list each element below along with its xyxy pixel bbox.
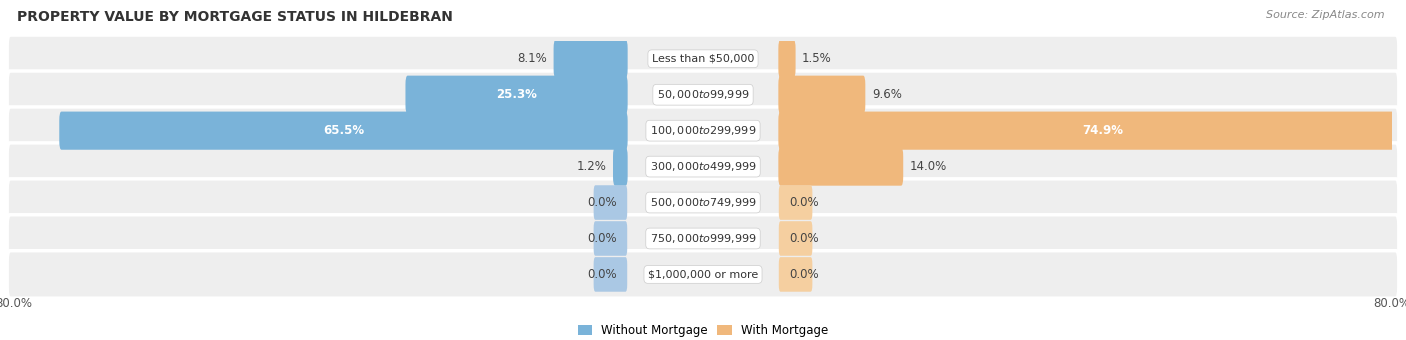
Text: 0.0%: 0.0% (789, 268, 818, 281)
Text: $300,000 to $499,999: $300,000 to $499,999 (650, 160, 756, 173)
Text: 9.6%: 9.6% (872, 88, 901, 101)
FancyBboxPatch shape (779, 112, 1406, 150)
FancyBboxPatch shape (7, 71, 1399, 118)
FancyBboxPatch shape (779, 185, 813, 220)
Text: $100,000 to $299,999: $100,000 to $299,999 (650, 124, 756, 137)
FancyBboxPatch shape (7, 143, 1399, 190)
Text: 1.5%: 1.5% (801, 52, 832, 65)
Text: $500,000 to $749,999: $500,000 to $749,999 (650, 196, 756, 209)
Text: PROPERTY VALUE BY MORTGAGE STATUS IN HILDEBRAN: PROPERTY VALUE BY MORTGAGE STATUS IN HIL… (17, 10, 453, 24)
FancyBboxPatch shape (593, 257, 627, 292)
FancyBboxPatch shape (7, 35, 1399, 83)
Text: 65.5%: 65.5% (323, 124, 364, 137)
Text: Less than $50,000: Less than $50,000 (652, 54, 754, 64)
FancyBboxPatch shape (779, 40, 796, 78)
FancyBboxPatch shape (593, 221, 627, 256)
Text: 0.0%: 0.0% (588, 196, 617, 209)
FancyBboxPatch shape (779, 257, 813, 292)
Text: 0.0%: 0.0% (789, 196, 818, 209)
Text: 14.0%: 14.0% (910, 160, 946, 173)
Text: 1.2%: 1.2% (576, 160, 606, 173)
Text: 74.9%: 74.9% (1083, 124, 1123, 137)
Text: 25.3%: 25.3% (496, 88, 537, 101)
Text: 0.0%: 0.0% (588, 232, 617, 245)
Text: 0.0%: 0.0% (789, 232, 818, 245)
Legend: Without Mortgage, With Mortgage: Without Mortgage, With Mortgage (574, 319, 832, 340)
FancyBboxPatch shape (7, 179, 1399, 226)
FancyBboxPatch shape (7, 251, 1399, 298)
FancyBboxPatch shape (554, 40, 627, 78)
FancyBboxPatch shape (779, 221, 813, 256)
FancyBboxPatch shape (59, 112, 627, 150)
FancyBboxPatch shape (7, 107, 1399, 154)
FancyBboxPatch shape (613, 148, 627, 186)
FancyBboxPatch shape (405, 75, 627, 114)
FancyBboxPatch shape (7, 215, 1399, 262)
FancyBboxPatch shape (593, 185, 627, 220)
Text: 0.0%: 0.0% (588, 268, 617, 281)
Text: 8.1%: 8.1% (517, 52, 547, 65)
FancyBboxPatch shape (779, 148, 903, 186)
Text: $750,000 to $999,999: $750,000 to $999,999 (650, 232, 756, 245)
Text: $50,000 to $99,999: $50,000 to $99,999 (657, 88, 749, 101)
Text: Source: ZipAtlas.com: Source: ZipAtlas.com (1267, 10, 1385, 20)
Text: $1,000,000 or more: $1,000,000 or more (648, 269, 758, 279)
FancyBboxPatch shape (779, 75, 865, 114)
